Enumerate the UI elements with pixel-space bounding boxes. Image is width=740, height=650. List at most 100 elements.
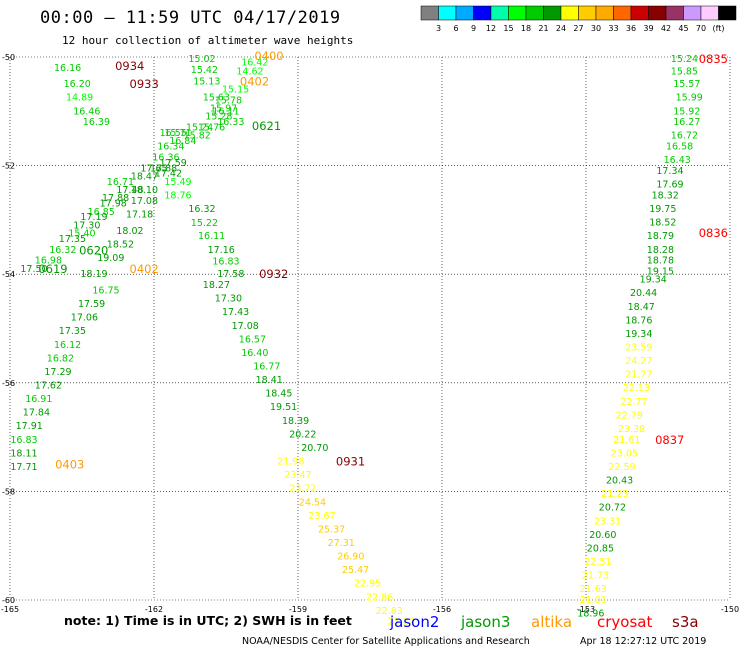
wave-height-value: 18.32 (652, 190, 679, 201)
wave-height-value: 24.54 (299, 497, 326, 508)
colorbar-swatch (718, 5, 737, 21)
wave-height-value: 22.51 (584, 557, 611, 568)
wave-height-value: 16.55 (160, 128, 187, 139)
colorbar-swatch (508, 5, 527, 21)
colorbar-swatch (683, 5, 702, 21)
wave-height-value: 15.42 (191, 65, 218, 76)
pass-time-label: 0933 (130, 77, 159, 91)
wave-height-value: 16.98 (35, 256, 62, 267)
wave-height-value: 16.43 (664, 155, 691, 166)
page-title: 00:00 – 11:59 UTC 04/17/2019 (40, 8, 341, 28)
wave-height-value: 17.98 (100, 199, 127, 210)
wave-height-value: 22.83 (376, 606, 403, 617)
wave-height-value: 17.62 (35, 381, 62, 392)
wave-height-value: 16.32 (49, 245, 76, 256)
wave-height-value: 23.05 (611, 448, 638, 459)
credit-text: NOAA/NESDIS Center for Satellite Applica… (242, 636, 530, 647)
colorbar-swatch (455, 5, 474, 21)
wave-height-value: 16.71 (107, 177, 134, 188)
wave-height-value: 14.89 (66, 93, 93, 104)
wave-height-value: 16.85 (88, 207, 115, 218)
wave-height-value: 15.82 (184, 131, 211, 142)
wave-height-value: 17.84 (23, 408, 50, 419)
colorbar-swatch (420, 5, 439, 21)
legend-s3a: s3a (672, 613, 699, 631)
pass-time-label: 0402 (240, 74, 269, 88)
wave-height-value: 16.11 (198, 231, 225, 242)
wave-height-value: 15.57 (673, 79, 700, 90)
wave-height-value: 18.28 (647, 245, 674, 256)
wave-height-value: 15.76 (198, 123, 225, 134)
wave-height-value: 21.63 (580, 584, 607, 595)
wave-height-value: 15.99 (676, 93, 703, 104)
wave-height-value: 17.59 (160, 158, 187, 169)
pass-time-label: 0400 (254, 49, 283, 63)
wave-height-value: 20.72 (599, 503, 626, 514)
colorbar-label: 12 (486, 24, 496, 33)
wave-height-value: 17.91 (16, 421, 43, 432)
wave-height-value: 21.22 (388, 617, 415, 628)
wave-height-value: 17.88 (102, 193, 129, 204)
wave-height-value: 16.27 (673, 117, 700, 128)
legend-cryosat: cryosat (597, 613, 652, 631)
wave-height-value: 21.73 (582, 571, 609, 582)
wave-height-value: 17.35 (59, 234, 86, 245)
pass-time-label: 0621 (252, 119, 281, 133)
wave-height-value: 18.76 (164, 190, 191, 201)
wave-height-value: 21.61 (613, 435, 640, 446)
pass-time-label: 0620 (79, 243, 108, 257)
wave-height-value: 23.59 (625, 343, 652, 354)
colorbar-label: 70 (696, 24, 706, 33)
wave-height-value: 23.67 (308, 511, 335, 522)
colorbar-swatch (490, 5, 509, 21)
wave-height-value: 21.01 (580, 595, 607, 606)
wave-height-value: 20.22 (289, 429, 316, 440)
x-tick-label: -150 (721, 605, 739, 614)
x-tick-label: -153 (577, 605, 595, 614)
colorbar-label: 15 (503, 24, 513, 33)
wave-height-value: 18.96 (577, 609, 604, 620)
wave-height-value: 15.97 (210, 104, 237, 115)
wave-height-value: 20.44 (630, 288, 657, 299)
wave-height-value: 19.51 (270, 402, 297, 413)
wave-height-value: 16.20 (64, 79, 91, 90)
wave-height-value: 16.57 (239, 334, 266, 345)
wave-height-value: 22.95 (354, 579, 381, 590)
wave-height-value: 16.75 (92, 285, 119, 296)
wave-height-value: 17.50 (20, 264, 47, 275)
wave-height-value: 16.91 (25, 394, 52, 405)
pass-time-label: 0932 (259, 267, 288, 281)
wave-height-value: 17.08 (131, 196, 158, 207)
wave-height-value: 16.83 (10, 435, 37, 446)
wave-height-value: 15.63 (203, 93, 230, 104)
wave-height-value: 19.34 (625, 329, 652, 340)
colorbar-swatch (665, 5, 684, 21)
wave-height-value: 20.70 (301, 443, 328, 454)
colorbar-swatch (525, 5, 544, 21)
pass-time-label: 0835 (699, 52, 728, 66)
wave-height-value: 22.86 (366, 592, 393, 603)
wave-height-value: 18.52 (107, 239, 134, 250)
wave-height-value: 18.52 (649, 218, 676, 229)
wave-height-value: 17.08 (232, 321, 259, 332)
colorbar-swatch (613, 5, 632, 21)
wave-height-value: 26.90 (337, 552, 364, 563)
wave-height-value: 18.79 (647, 231, 674, 242)
wave-height-value: 17.30 (215, 294, 242, 305)
wave-height-value: 20.85 (587, 543, 614, 554)
y-tick-label: -56 (2, 379, 15, 388)
pass-time-label: 0403 (55, 457, 84, 471)
y-tick-label: -50 (2, 53, 15, 62)
wave-height-value: 16.82 (47, 353, 74, 364)
wave-height-value: 15.24 (671, 54, 698, 65)
wave-height-value: 18.11 (10, 448, 37, 459)
wave-height-value: 22.13 (623, 383, 650, 394)
wave-height-value: 16.36 (152, 152, 179, 163)
colorbar-label: 18 (521, 24, 531, 33)
wave-height-value: 16.11 (212, 106, 239, 117)
wave-height-value: 15.15 (222, 85, 249, 96)
wave-height-value: 16.77 (253, 362, 280, 373)
colorbar-swatch (648, 5, 667, 21)
colorbar-label: 21 (538, 24, 548, 33)
